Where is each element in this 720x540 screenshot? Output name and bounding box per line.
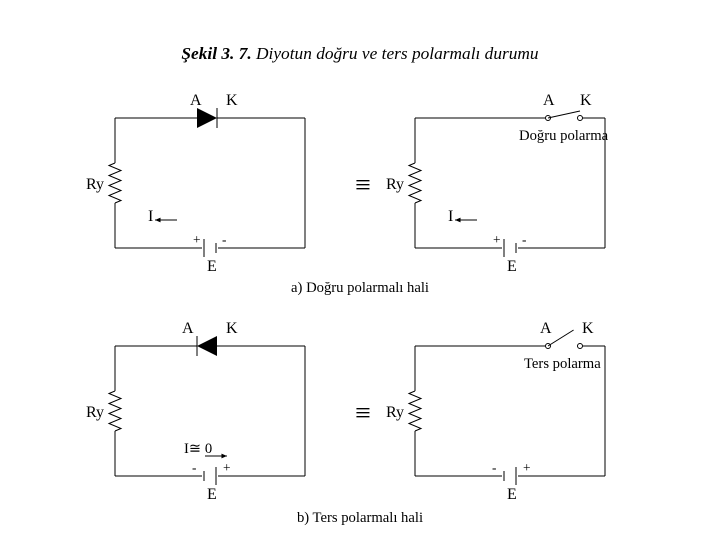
label-A-2R: A <box>540 320 552 338</box>
title-prefix: Şekil 3. 7. <box>181 44 251 63</box>
label-Ry-2L: Ry <box>86 404 104 422</box>
label-K-2R: K <box>582 320 594 338</box>
label-minus-1L: - <box>222 232 226 248</box>
equiv-row2: ≡ <box>355 398 371 430</box>
label-ters: Ters polarma <box>524 356 601 373</box>
label-K-1L: K <box>226 92 238 110</box>
figure-title: Şekil 3. 7. Diyotun doğru ve ters polarm… <box>0 44 720 64</box>
label-minus-1R: - <box>522 232 526 248</box>
label-plus-1R: + <box>493 232 501 248</box>
label-K-1R: K <box>580 92 592 110</box>
caption-a: a) Doğru polarmalı hali <box>0 280 720 297</box>
label-A-2L: A <box>182 320 194 338</box>
label-plus-2R: + <box>523 460 531 476</box>
label-plus-1L: + <box>193 232 201 248</box>
label-A-1L: A <box>190 92 202 110</box>
label-E-1L: E <box>207 258 217 276</box>
label-E-2L: E <box>207 486 217 504</box>
label-Ry-2R: Ry <box>386 404 404 422</box>
equiv-row1: ≡ <box>355 170 371 202</box>
label-Ry-1L: Ry <box>86 176 104 194</box>
label-K-2L: K <box>226 320 238 338</box>
title-rest: Diyotun doğru ve ters polarmalı durumu <box>252 44 539 63</box>
label-I-1R: I <box>448 208 453 226</box>
label-E-2R: E <box>507 486 517 504</box>
label-Ry-1R: Ry <box>386 176 404 194</box>
circuit-reverse-equiv <box>395 316 625 496</box>
label-dogru: Doğru polarma <box>519 128 608 145</box>
circuit-forward-diode <box>95 88 325 268</box>
label-minus-2L: - <box>192 460 196 476</box>
label-E-1R: E <box>507 258 517 276</box>
circuit-reverse-diode <box>95 316 325 496</box>
label-A-1R: A <box>543 92 555 110</box>
label-plus-2L: + <box>223 460 231 476</box>
circuit-forward-equiv <box>395 88 625 268</box>
label-I0-2L: I≅ 0 <box>184 440 212 458</box>
label-minus-2R: - <box>492 460 496 476</box>
caption-b: b) Ters polarmalı hali <box>0 510 720 527</box>
label-I-1L: I <box>148 208 153 226</box>
